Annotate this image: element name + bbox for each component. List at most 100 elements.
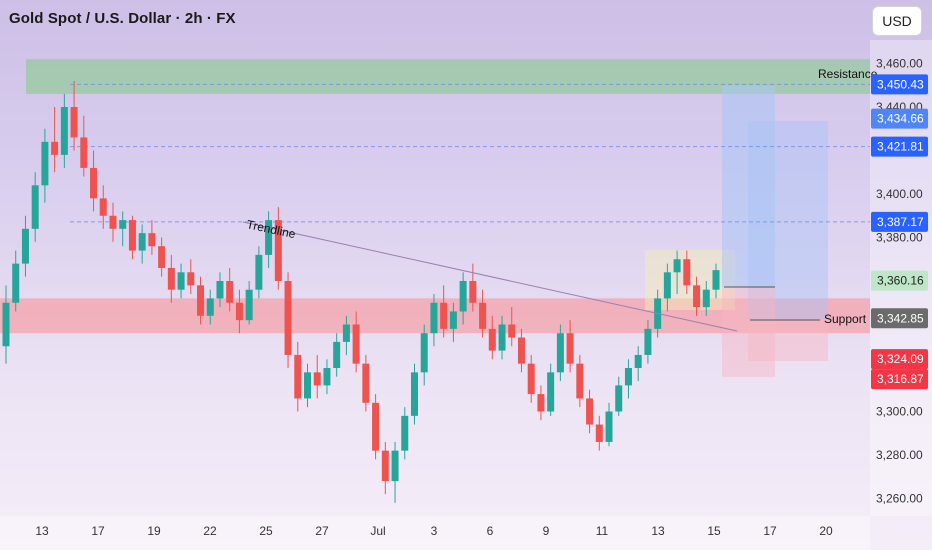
annotation-layer: Trendline Resistance Support xyxy=(242,67,878,332)
date-tick: 22 xyxy=(203,524,217,538)
candle xyxy=(615,376,623,416)
candle-body xyxy=(235,302,243,321)
candle-body xyxy=(70,107,78,138)
date-axis[interactable] xyxy=(0,516,870,550)
candle-body xyxy=(556,333,564,373)
candle-body xyxy=(323,368,331,386)
candle-body xyxy=(119,220,127,229)
candle-body xyxy=(663,272,671,299)
candle-body xyxy=(21,228,29,264)
date-tick: 13 xyxy=(651,524,665,538)
date-tick: 25 xyxy=(259,524,273,538)
candle xyxy=(245,281,253,325)
candle xyxy=(586,389,594,434)
candle xyxy=(595,415,603,451)
candle-body xyxy=(498,324,506,351)
candle xyxy=(216,272,224,308)
candle xyxy=(235,289,243,334)
candle xyxy=(644,320,652,364)
candle xyxy=(284,272,292,368)
candle xyxy=(206,289,214,325)
date-tick: 15 xyxy=(707,524,721,538)
price-badge-box xyxy=(871,270,928,291)
candle-body xyxy=(420,333,428,373)
price-badge-label: 3,450.43 xyxy=(877,77,924,91)
trendline xyxy=(242,221,738,332)
candle xyxy=(2,285,10,364)
candle-body xyxy=(469,281,477,303)
price-badge: 3,342.85 xyxy=(871,308,928,329)
price-badge-label: 3,387.17 xyxy=(877,215,924,229)
price-badge-box xyxy=(871,108,928,129)
candle-body xyxy=(372,402,380,451)
price-badge: 3,450.43 xyxy=(871,74,928,95)
price-badge: 3,324.09 xyxy=(871,349,928,370)
candle xyxy=(693,276,701,316)
candle xyxy=(90,150,98,212)
candle-body xyxy=(430,302,438,334)
candle-body xyxy=(265,220,273,255)
price-badge: 3,421.81 xyxy=(871,136,928,157)
candle-body xyxy=(31,185,39,229)
candle xyxy=(41,128,49,203)
candle xyxy=(265,211,273,268)
price-tick: 3,460.00 xyxy=(876,57,923,71)
candle-body xyxy=(41,141,49,186)
candle xyxy=(430,294,438,347)
price-badge-box xyxy=(871,349,928,370)
candle-body xyxy=(702,289,710,308)
candle-body xyxy=(459,281,467,312)
candle-body xyxy=(304,372,312,399)
candle xyxy=(187,259,195,295)
price-badge: 3,360.16 xyxy=(871,270,928,291)
candle-body xyxy=(644,328,652,355)
price-tick-labels: 3,460.003,440.003,400.003,380.003,300.00… xyxy=(876,57,923,506)
candle-body xyxy=(605,411,613,442)
candle xyxy=(372,394,380,460)
candle-body xyxy=(547,372,555,412)
candle xyxy=(60,93,68,168)
candle xyxy=(333,333,341,377)
candle-body xyxy=(216,281,224,299)
candle-body xyxy=(381,450,389,482)
date-tick: 20 xyxy=(819,524,833,538)
candle xyxy=(226,267,234,312)
candle-body xyxy=(576,363,584,399)
candle xyxy=(313,354,321,399)
candle xyxy=(410,363,418,425)
projection-box-1 xyxy=(722,86,775,287)
candle xyxy=(362,354,370,412)
candle-body xyxy=(177,272,185,290)
price-badge-label: 3,421.81 xyxy=(877,140,924,154)
candle xyxy=(469,263,477,312)
price-badge-box xyxy=(871,308,928,329)
candle-body xyxy=(12,263,20,303)
candle-body xyxy=(683,259,691,286)
candle-body xyxy=(634,354,642,368)
candle-body xyxy=(333,341,341,368)
price-tick: 3,300.00 xyxy=(876,405,923,419)
candle xyxy=(274,207,282,290)
price-badge-box xyxy=(871,136,928,157)
candle xyxy=(80,115,88,177)
candle xyxy=(294,341,302,412)
candle xyxy=(99,185,107,229)
candle-body xyxy=(148,233,156,247)
price-badge-label: 3,342.85 xyxy=(877,311,924,325)
level-lines xyxy=(70,83,870,223)
candle-body xyxy=(60,107,68,155)
date-tick: Jul xyxy=(370,524,385,538)
candle-body xyxy=(99,198,107,216)
price-badge-box xyxy=(871,74,928,95)
candle xyxy=(381,441,389,495)
date-tick: 13 xyxy=(35,524,49,538)
candle-body xyxy=(527,363,535,395)
candle xyxy=(508,307,516,347)
candle xyxy=(255,246,263,299)
candle xyxy=(605,402,613,447)
candle-body xyxy=(440,302,448,329)
date-tick: 11 xyxy=(596,524,609,538)
currency-button[interactable]: USD xyxy=(872,6,922,36)
candle xyxy=(556,324,564,382)
